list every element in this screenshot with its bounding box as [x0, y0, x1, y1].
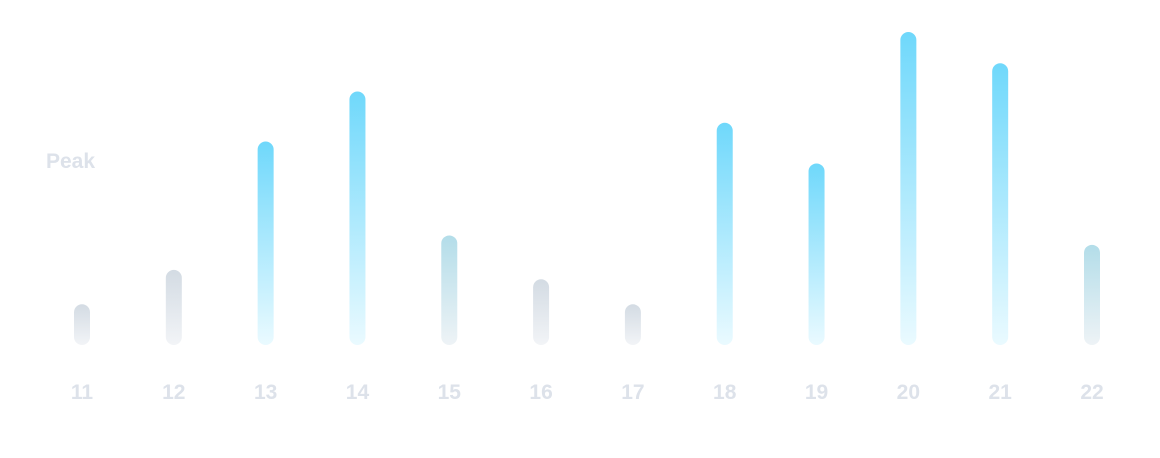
- x-tick-label-14: 14: [346, 381, 370, 404]
- bar-20: [900, 32, 917, 345]
- x-tick-label-11: 11: [71, 381, 94, 404]
- bar-13: [257, 141, 274, 345]
- bar-15: [441, 235, 458, 345]
- x-tick-label-20: 20: [897, 381, 920, 404]
- bar-18: [716, 122, 733, 346]
- bar-22: [1084, 244, 1100, 345]
- bars-group: [74, 32, 1100, 346]
- x-tick-label-18: 18: [713, 381, 737, 404]
- bar-16: [533, 279, 550, 345]
- x-tick-label-19: 19: [805, 381, 828, 404]
- x-tick-label-22: 22: [1080, 381, 1103, 404]
- x-tick-label-21: 21: [989, 381, 1013, 404]
- bar-21: [992, 63, 1009, 346]
- bar-11: [74, 304, 90, 345]
- x-tick-label-15: 15: [438, 381, 462, 404]
- x-tick-label-17: 17: [621, 381, 644, 404]
- x-tick-label-16: 16: [529, 381, 552, 404]
- bar-19: [808, 163, 825, 345]
- bar-14: [349, 91, 366, 345]
- x-tick-label-12: 12: [162, 381, 185, 404]
- bar-17: [624, 304, 641, 345]
- x-axis-tick-labels: 11 12 13 14 15 16 17 18 19 20 21 22: [71, 381, 1104, 404]
- x-tick-label-13: 13: [254, 381, 277, 404]
- peak-label: Peak: [46, 150, 95, 173]
- bar-12: [165, 269, 182, 345]
